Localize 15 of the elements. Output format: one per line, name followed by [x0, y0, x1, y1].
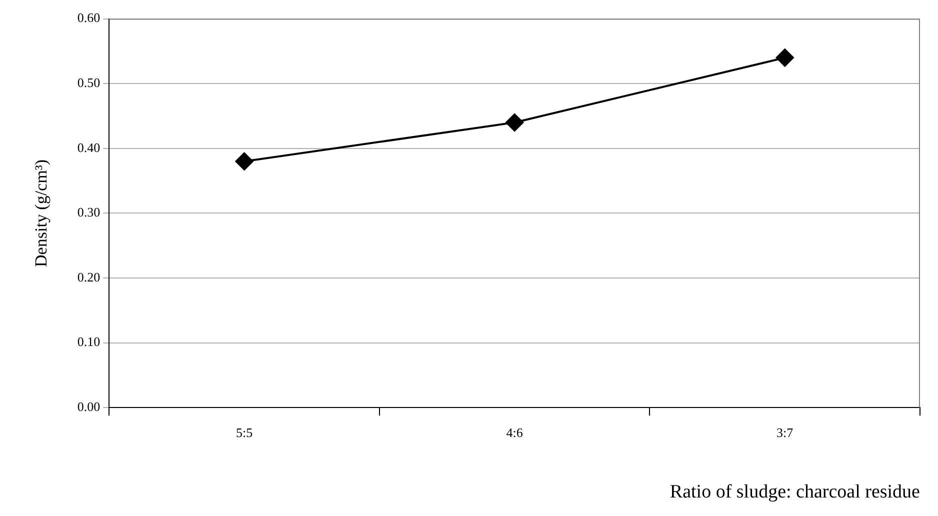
x-tick-label: 5:5	[236, 424, 253, 440]
y-tick-label: 0.30	[77, 204, 100, 220]
y-tick-label: 0.10	[77, 334, 100, 350]
y-tick-label: 0.40	[77, 140, 100, 155]
x-axis-title: Ratio of sludge: charcoal residue	[670, 482, 920, 503]
point	[776, 48, 794, 67]
y-tick-label: 0.20	[77, 269, 100, 284]
point	[506, 113, 524, 132]
y-tick-label: 0.60	[77, 10, 100, 26]
x-tick-label: 3:7	[776, 424, 794, 440]
y-axis-title: Density (g/cm³)	[32, 159, 51, 267]
y-tick-label: 0.50	[77, 75, 100, 90]
y-tick-label: 0.00	[77, 399, 100, 414]
x-tick-label: 4:6	[506, 424, 524, 440]
point	[235, 152, 254, 170]
